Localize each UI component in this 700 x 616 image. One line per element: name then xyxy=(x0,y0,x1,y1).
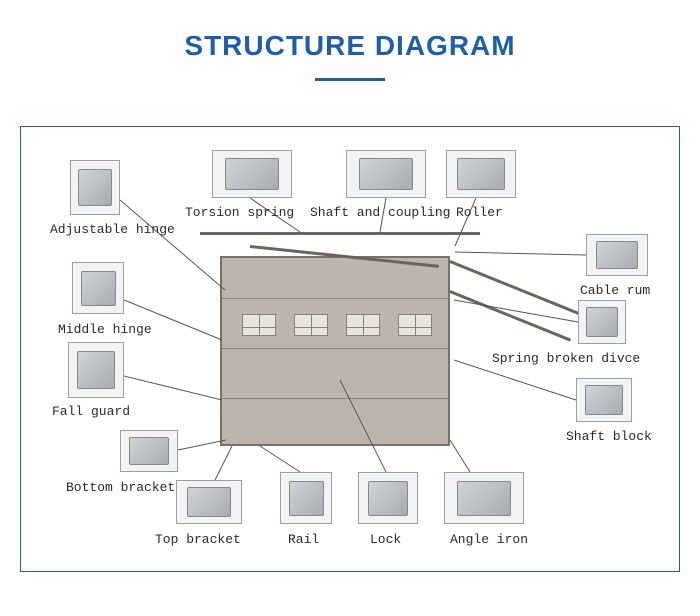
middle-hinge-icon xyxy=(81,271,116,306)
angle-iron-icon xyxy=(457,481,512,516)
label-top-bracket: Top bracket xyxy=(155,532,241,547)
title-underline xyxy=(315,78,385,81)
label-lock: Lock xyxy=(370,532,401,547)
label-roller: Roller xyxy=(456,205,503,220)
label-rail: Rail xyxy=(288,532,319,547)
garage-door xyxy=(220,256,450,446)
part-box-lock xyxy=(358,472,418,524)
part-box-rail xyxy=(280,472,332,524)
part-box-angle-iron xyxy=(444,472,524,524)
spring-broken-device-icon xyxy=(586,307,618,336)
door-window xyxy=(294,314,328,336)
roller-icon xyxy=(457,158,505,190)
title-text: STRUCTURE DIAGRAM xyxy=(184,30,515,61)
door-divider xyxy=(222,348,448,349)
label-torsion-spring: Torsion spring xyxy=(185,205,294,220)
fall-guard-icon xyxy=(77,351,115,389)
label-bottom-bracket: Bottom bracket xyxy=(66,480,175,495)
label-angle-iron: Angle iron xyxy=(450,532,528,547)
part-box-cable-rum xyxy=(586,234,648,276)
lock-icon xyxy=(368,481,409,516)
label-shaft-block: Shaft block xyxy=(566,429,652,444)
part-box-spring-broken-device xyxy=(578,300,626,344)
label-cable-rum: Cable rum xyxy=(580,283,650,298)
bottom-bracket-icon xyxy=(129,437,168,465)
cable-rum-icon xyxy=(596,241,638,269)
part-box-roller xyxy=(446,150,516,198)
torsion-spring-icon xyxy=(225,158,280,190)
part-box-bottom-bracket xyxy=(120,430,178,472)
part-box-middle-hinge xyxy=(72,262,124,314)
door-window xyxy=(242,314,276,336)
label-middle-hinge: Middle hinge xyxy=(58,322,152,337)
door-divider xyxy=(222,298,448,299)
door-window xyxy=(398,314,432,336)
shaft-block-icon xyxy=(585,385,623,414)
shaft-coupling-icon xyxy=(359,158,414,190)
page-title: STRUCTURE DIAGRAM xyxy=(0,0,700,62)
part-box-shaft-block xyxy=(576,378,632,422)
door-window xyxy=(346,314,380,336)
label-shaft-coupling: Shaft and coupling xyxy=(310,205,450,220)
top-bracket-icon xyxy=(187,487,232,516)
part-box-shaft-coupling xyxy=(346,150,426,198)
part-box-top-bracket xyxy=(176,480,242,524)
rail-top-bar xyxy=(200,232,480,235)
label-adjustable-hinge: Adjustable hinge xyxy=(50,222,175,237)
part-box-torsion-spring xyxy=(212,150,292,198)
label-spring-broken-device: Spring broken divce xyxy=(492,351,640,366)
adjustable-hinge-icon xyxy=(78,169,112,206)
label-fall-guard: Fall guard xyxy=(52,404,130,419)
rail-icon xyxy=(289,481,324,516)
door-divider xyxy=(222,398,448,399)
part-box-adjustable-hinge xyxy=(70,160,120,215)
part-box-fall-guard xyxy=(68,342,124,398)
